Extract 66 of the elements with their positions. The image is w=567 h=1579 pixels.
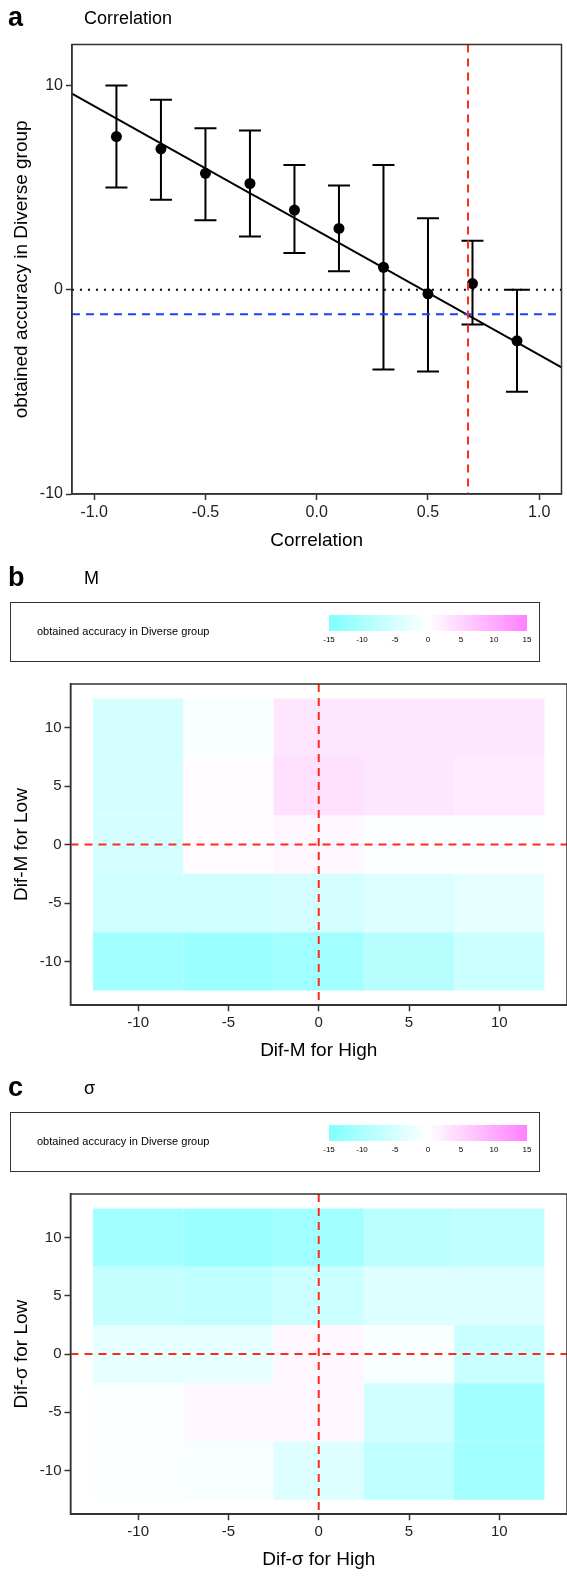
color-bar-label: 15 — [522, 635, 532, 644]
point — [333, 222, 345, 234]
y-tick-label: -5 — [48, 893, 62, 911]
color-bar-label: 5 — [458, 1145, 464, 1154]
color-bar-label: -10 — [356, 635, 368, 644]
x-tick-label: -1.0 — [80, 503, 109, 521]
point — [377, 261, 389, 273]
y-tick-label: 10 — [45, 75, 64, 93]
y-tick-label: -10 — [39, 484, 64, 502]
x-tick-label: 10 — [490, 1522, 508, 1540]
color-bar-label: 10 — [489, 635, 499, 644]
color-bar-label: 0 — [425, 1145, 431, 1154]
x-tick-label: -10 — [127, 1013, 150, 1031]
y-axis-title: obtained accuracy in Diverse group — [9, 120, 31, 419]
point — [155, 143, 167, 155]
color-bar-label: -15 — [323, 1145, 335, 1154]
y-tick-label: 0 — [53, 834, 62, 852]
x-tick-label: 5 — [404, 1013, 414, 1031]
color-bar-label: 0 — [425, 635, 431, 644]
point — [466, 278, 478, 290]
x-axis-title: Dif-M for High — [260, 1038, 378, 1060]
chart-title: σ — [84, 1078, 96, 1099]
chart-title: M — [84, 568, 99, 589]
point — [511, 335, 523, 347]
color-bar-title: obtained accuracy in Diverse group — [37, 625, 210, 637]
y-tick-label: 5 — [53, 1286, 62, 1304]
point — [288, 204, 300, 216]
color-bar-label: 10 — [489, 1145, 499, 1154]
point — [199, 167, 211, 179]
color-bar-label: 15 — [522, 1145, 532, 1154]
y-tick-label: 10 — [44, 1227, 62, 1245]
y-tick-label: 5 — [53, 776, 62, 794]
x-tick-label: 1.0 — [528, 503, 551, 521]
color-bar-label: 5 — [458, 635, 464, 644]
color-bar-label: -10 — [356, 1145, 368, 1154]
x-tick-label: -5 — [221, 1522, 236, 1540]
color-bar-label: -15 — [323, 635, 335, 644]
x-tick-label: 0 — [314, 1522, 323, 1540]
x-tick-label: 0.5 — [416, 503, 440, 521]
y-tick-label: -10 — [39, 951, 62, 969]
x-tick-label: 0.0 — [305, 503, 328, 521]
x-tick-label: 0 — [314, 1013, 323, 1031]
y-tick-label: -10 — [39, 1460, 62, 1478]
text: b — [8, 562, 25, 593]
color-bar-title: obtained accuracy in Diverse group — [37, 1135, 210, 1147]
x-tick-label: 10 — [490, 1013, 508, 1031]
x-tick-label: -0.5 — [191, 503, 220, 521]
color-bar-label: -5 — [391, 1145, 399, 1154]
y-axis-title: Dif-M for Low — [9, 787, 31, 902]
x-tick-label: 5 — [404, 1522, 414, 1540]
point — [110, 131, 122, 143]
point — [244, 178, 256, 190]
x-tick-label: -10 — [127, 1522, 150, 1540]
point — [422, 288, 434, 300]
x-axis-title: Dif-σ for High — [262, 1547, 376, 1569]
x-axis-title: Correlation — [270, 528, 364, 550]
chart-title: Correlation — [84, 8, 173, 29]
y-tick-label: 0 — [54, 280, 64, 298]
y-tick-label: -5 — [48, 1402, 62, 1420]
text: a — [8, 2, 24, 33]
x-tick-label: -5 — [221, 1013, 236, 1031]
text: c — [8, 1072, 24, 1103]
y-tick-label: 0 — [53, 1344, 62, 1362]
color-bar-label: -5 — [391, 635, 399, 644]
y-tick-label: 10 — [44, 717, 62, 735]
y-axis-title: Dif-σ for Low — [9, 1299, 31, 1409]
